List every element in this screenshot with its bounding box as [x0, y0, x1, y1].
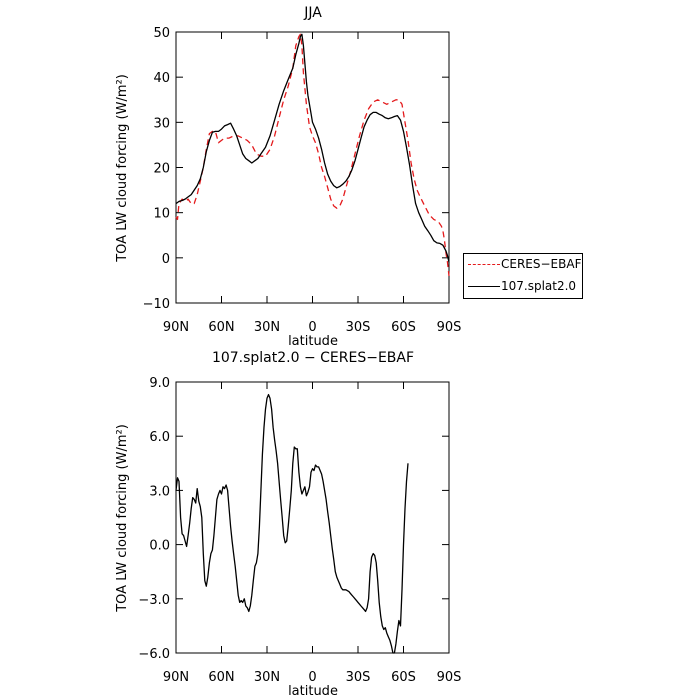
top-x-ticks: 90N 60N 30N 0 30S 60S 90S	[163, 32, 462, 335]
top-panel-title: JJA	[303, 5, 322, 21]
bottom-x-tick-label: 30N	[254, 670, 280, 685]
top-x-tick-label: 60N	[208, 320, 234, 335]
bottom-x-axis-label: latitude	[288, 684, 338, 699]
bottom-series-lines	[175, 393, 409, 654]
top-x-tick-label: 0	[308, 320, 316, 335]
legend-swatch-ceres	[468, 264, 500, 265]
bottom-panel-title: 107.splat2.0 − CERES−EBAF	[212, 350, 414, 366]
bottom-x-tick-label: 60N	[208, 670, 234, 685]
top-y-axis-label: TOA LW cloud forcing (W/m²)	[115, 74, 130, 263]
top-x-tick-label: 90S	[437, 320, 462, 335]
legend: CERES−EBAF 107.splat2.0	[463, 253, 583, 299]
top-y-tick-label: 40	[153, 71, 170, 86]
top-x-tick-label: 60S	[391, 320, 416, 335]
bottom-x-tick-label: 30S	[346, 670, 371, 685]
top-y-tick-label: 10	[153, 207, 170, 222]
top-x-tick-label: 30N	[254, 320, 280, 335]
top-series-lines	[175, 33, 450, 276]
legend-label-model: 107.splat2.0	[501, 279, 577, 293]
top-x-tick-label: 90N	[163, 320, 189, 335]
bottom-y-tick-label: 0.0	[149, 539, 170, 554]
bottom-y-tick-label: −6.0	[138, 647, 170, 662]
bottom-y-axis-label: TOA LW cloud forcing (W/m²)	[115, 424, 130, 613]
top-y-ticks: −10 0 10 20 30 40 50	[143, 26, 449, 312]
bottom-y-ticks: −6.0 −3.0 0.0 3.0 6.0 9.0	[138, 376, 449, 662]
bottom-panel: 107.splat2.0 − CERES−EBAF −6.0 −3.0 0.0 3.0…	[115, 350, 461, 699]
bottom-plot-frame	[175, 381, 450, 654]
bottom-x-tick-label: 60S	[391, 670, 416, 685]
legend-label-ceres: CERES−EBAF	[501, 257, 582, 271]
bottom-y-tick-label: −3.0	[138, 593, 170, 608]
bottom-series-line-0	[175, 393, 409, 654]
top-series-line-0	[175, 33, 450, 276]
bottom-y-tick-label: 6.0	[149, 430, 170, 445]
top-y-tick-label: 30	[153, 116, 170, 131]
bottom-x-tick-label: 90S	[437, 670, 462, 685]
top-y-tick-label: −10	[143, 297, 170, 312]
top-plot-frame	[175, 31, 450, 304]
top-x-axis-label: latitude	[288, 334, 338, 349]
legend-entry-model: 107.splat2.0	[464, 277, 582, 297]
top-x-tick-label: 30S	[346, 320, 371, 335]
top-series-line-1	[175, 33, 450, 263]
bottom-x-ticks: 90N 60N 30N 0 30S 60S 90S	[163, 382, 462, 685]
legend-entry-ceres: CERES−EBAF	[464, 255, 582, 275]
top-y-tick-label: 50	[153, 26, 170, 41]
top-panel: JJA −10 0 10 20 30 40 50 90N 60N 30N 0 30S 60S 90S l…	[115, 5, 461, 349]
bottom-y-tick-label: 9.0	[149, 376, 170, 391]
legend-swatch-model	[468, 286, 500, 287]
bottom-y-tick-label: 3.0	[149, 484, 170, 499]
bottom-x-tick-label: 90N	[163, 670, 189, 685]
top-y-tick-label: 0	[162, 252, 170, 267]
top-y-tick-label: 20	[153, 162, 170, 177]
bottom-x-tick-label: 0	[308, 670, 316, 685]
